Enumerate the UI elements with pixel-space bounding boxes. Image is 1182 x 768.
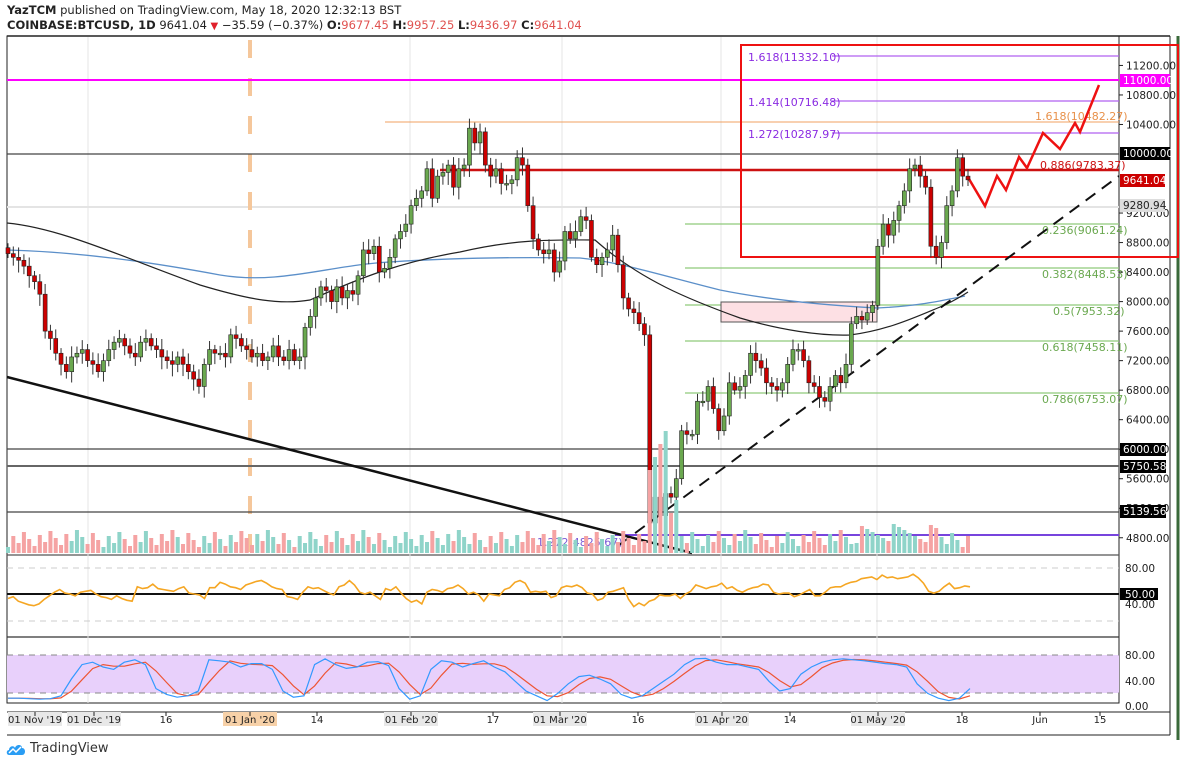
svg-text:40.00: 40.00 (1125, 676, 1155, 688)
svg-text:6000.00: 6000.00 (1123, 444, 1166, 456)
fib-retracement-green (685, 223, 1119, 394)
svg-text:01 Apr '20: 01 Apr '20 (696, 715, 748, 726)
svg-text:0.786(6753.07): 0.786(6753.07) (1042, 393, 1128, 406)
target-zone-box[interactable] (740, 44, 1179, 258)
candlesticks (5, 118, 971, 534)
tradingview-logo[interactable]: TradingView (6, 741, 109, 756)
svg-text:7200.00: 7200.00 (1126, 356, 1169, 368)
ma-200-line (6, 249, 966, 309)
open-label: O: (326, 18, 342, 32)
open-value: 9677.45 (341, 18, 389, 32)
svg-text:5139.56: 5139.56 (1123, 506, 1167, 518)
svg-text:9641.04: 9641.04 (1123, 175, 1167, 187)
svg-text:1.272(10287.97): 1.272(10287.97) (748, 128, 841, 141)
time-axis[interactable]: 01 Nov '19 01 Dec '19 16 01 Jan '20 14 01 Feb… (8, 712, 1106, 726)
svg-text:01 Feb '20: 01 Feb '20 (385, 715, 437, 726)
price-labels: 11000.00 10000.00 9641.04 9280.94 6000.0… (1120, 74, 1173, 518)
svg-text:01 Nov '19: 01 Nov '19 (8, 715, 62, 726)
svg-text:18: 18 (956, 715, 969, 726)
author-name[interactable]: YazTCM (7, 3, 57, 17)
down-triangle-icon: ▼ (210, 21, 219, 32)
svg-text:01 Mar '20: 01 Mar '20 (533, 715, 586, 726)
svg-text:40.00: 40.00 (1125, 599, 1155, 611)
low-value: 9436.97 (469, 18, 518, 32)
svg-text:01 Jan '20: 01 Jan '20 (225, 715, 275, 726)
svg-text:10400.00: 10400.00 (1126, 119, 1176, 131)
svg-text:15: 15 (1094, 715, 1107, 726)
volume-bars (6, 431, 970, 553)
stoch-rsi-panel (7, 654, 1119, 702)
svg-text:1.618(10482.27): 1.618(10482.27) (1035, 110, 1128, 123)
footer-brand: TradingView (30, 741, 109, 756)
svg-text:6800.00: 6800.00 (1126, 385, 1169, 397)
vertical-gridlines (87, 37, 878, 703)
descending-trendline[interactable] (6, 375, 693, 555)
published-text: published on TradingView.com, May 18, 20… (60, 3, 402, 17)
svg-text:0.00: 0.00 (1125, 701, 1148, 713)
svg-text:17: 17 (487, 715, 500, 726)
projected-path (967, 84, 1101, 209)
svg-text:10800.00: 10800.00 (1126, 90, 1176, 102)
chart-canvas[interactable]: 1.618(11332.10) 1.414(10716.48) 1.272(10… (0, 0, 1182, 740)
rsi-axis: 80.00 40.00 50.00 (1120, 563, 1158, 611)
close-label: C: (521, 18, 535, 32)
svg-text:5750.58: 5750.58 (1123, 461, 1166, 473)
fib-labels: 1.618(11332.10) 1.414(10716.48) 1.272(10… (537, 51, 1128, 549)
fib-extension-purple (832, 55, 1119, 134)
svg-text:01 May '20: 01 May '20 (850, 715, 905, 726)
svg-text:11200.00: 11200.00 (1126, 60, 1176, 72)
svg-text:7600.00: 7600.00 (1126, 326, 1169, 338)
svg-text:11000.00: 11000.00 (1123, 75, 1173, 87)
svg-text:80.00: 80.00 (1125, 563, 1155, 575)
rsi-line (7, 573, 971, 608)
svg-text:0.382(8448.53): 0.382(8448.53) (1042, 268, 1128, 281)
svg-text:1.414(10716.48): 1.414(10716.48) (748, 96, 841, 109)
high-label: H: (392, 18, 407, 32)
ascending-trendline[interactable] (618, 175, 1120, 546)
svg-text:5600.00: 5600.00 (1126, 474, 1169, 486)
svg-text:9280.94: 9280.94 (1123, 200, 1167, 212)
svg-text:10000.00: 10000.00 (1123, 148, 1173, 160)
ma-100-line (6, 222, 969, 336)
svg-text:01 Dec '19: 01 Dec '19 (67, 715, 121, 726)
svg-text:6400.00: 6400.00 (1126, 415, 1169, 427)
svg-text:14: 14 (784, 715, 797, 726)
close-value: 9641.04 (534, 18, 582, 32)
svg-text:0.5(7953.32): 0.5(7953.32) (1053, 305, 1125, 318)
plot-frame (6, 35, 1120, 704)
symbol-info: COINBASE:BTCUSD, 1D 9641.04 ▼ −35.59 (−0… (7, 18, 582, 32)
svg-text:14: 14 (311, 715, 324, 726)
low-label: L: (457, 18, 470, 32)
stoch-axis: 80.00 40.00 0.00 (1125, 650, 1155, 713)
last-price: 9641.04 (159, 18, 207, 32)
svg-text:1.618(11332.10): 1.618(11332.10) (748, 51, 841, 64)
svg-text:0.886(9783.37): 0.886(9783.37) (1040, 159, 1126, 172)
svg-text:16: 16 (160, 715, 173, 726)
svg-text:50.00: 50.00 (1125, 589, 1155, 601)
svg-text:8800.00: 8800.00 (1126, 238, 1169, 250)
symbol-name: COINBASE:BTCUSD, 1D (7, 18, 156, 32)
tradingview-cloud-icon (6, 744, 25, 755)
svg-text:Jun: Jun (1031, 715, 1048, 726)
svg-text:0.618(7458.11): 0.618(7458.11) (1042, 341, 1128, 354)
svg-text:80.00: 80.00 (1125, 650, 1155, 662)
svg-text:0.236(9061.24): 0.236(9061.24) (1042, 224, 1128, 237)
svg-text:8000.00: 8000.00 (1126, 297, 1169, 309)
publish-info: YazTCM published on TradingView.com, May… (7, 3, 401, 17)
high-value: 9957.25 (406, 18, 455, 32)
svg-text:4800.00: 4800.00 (1126, 533, 1169, 545)
svg-text:8400.00: 8400.00 (1126, 267, 1169, 279)
rsi-panel (7, 567, 1119, 622)
price-change: −35.59 (−0.37%) (221, 18, 324, 32)
svg-text:16: 16 (632, 715, 645, 726)
stoch-k-line (8, 657, 971, 702)
